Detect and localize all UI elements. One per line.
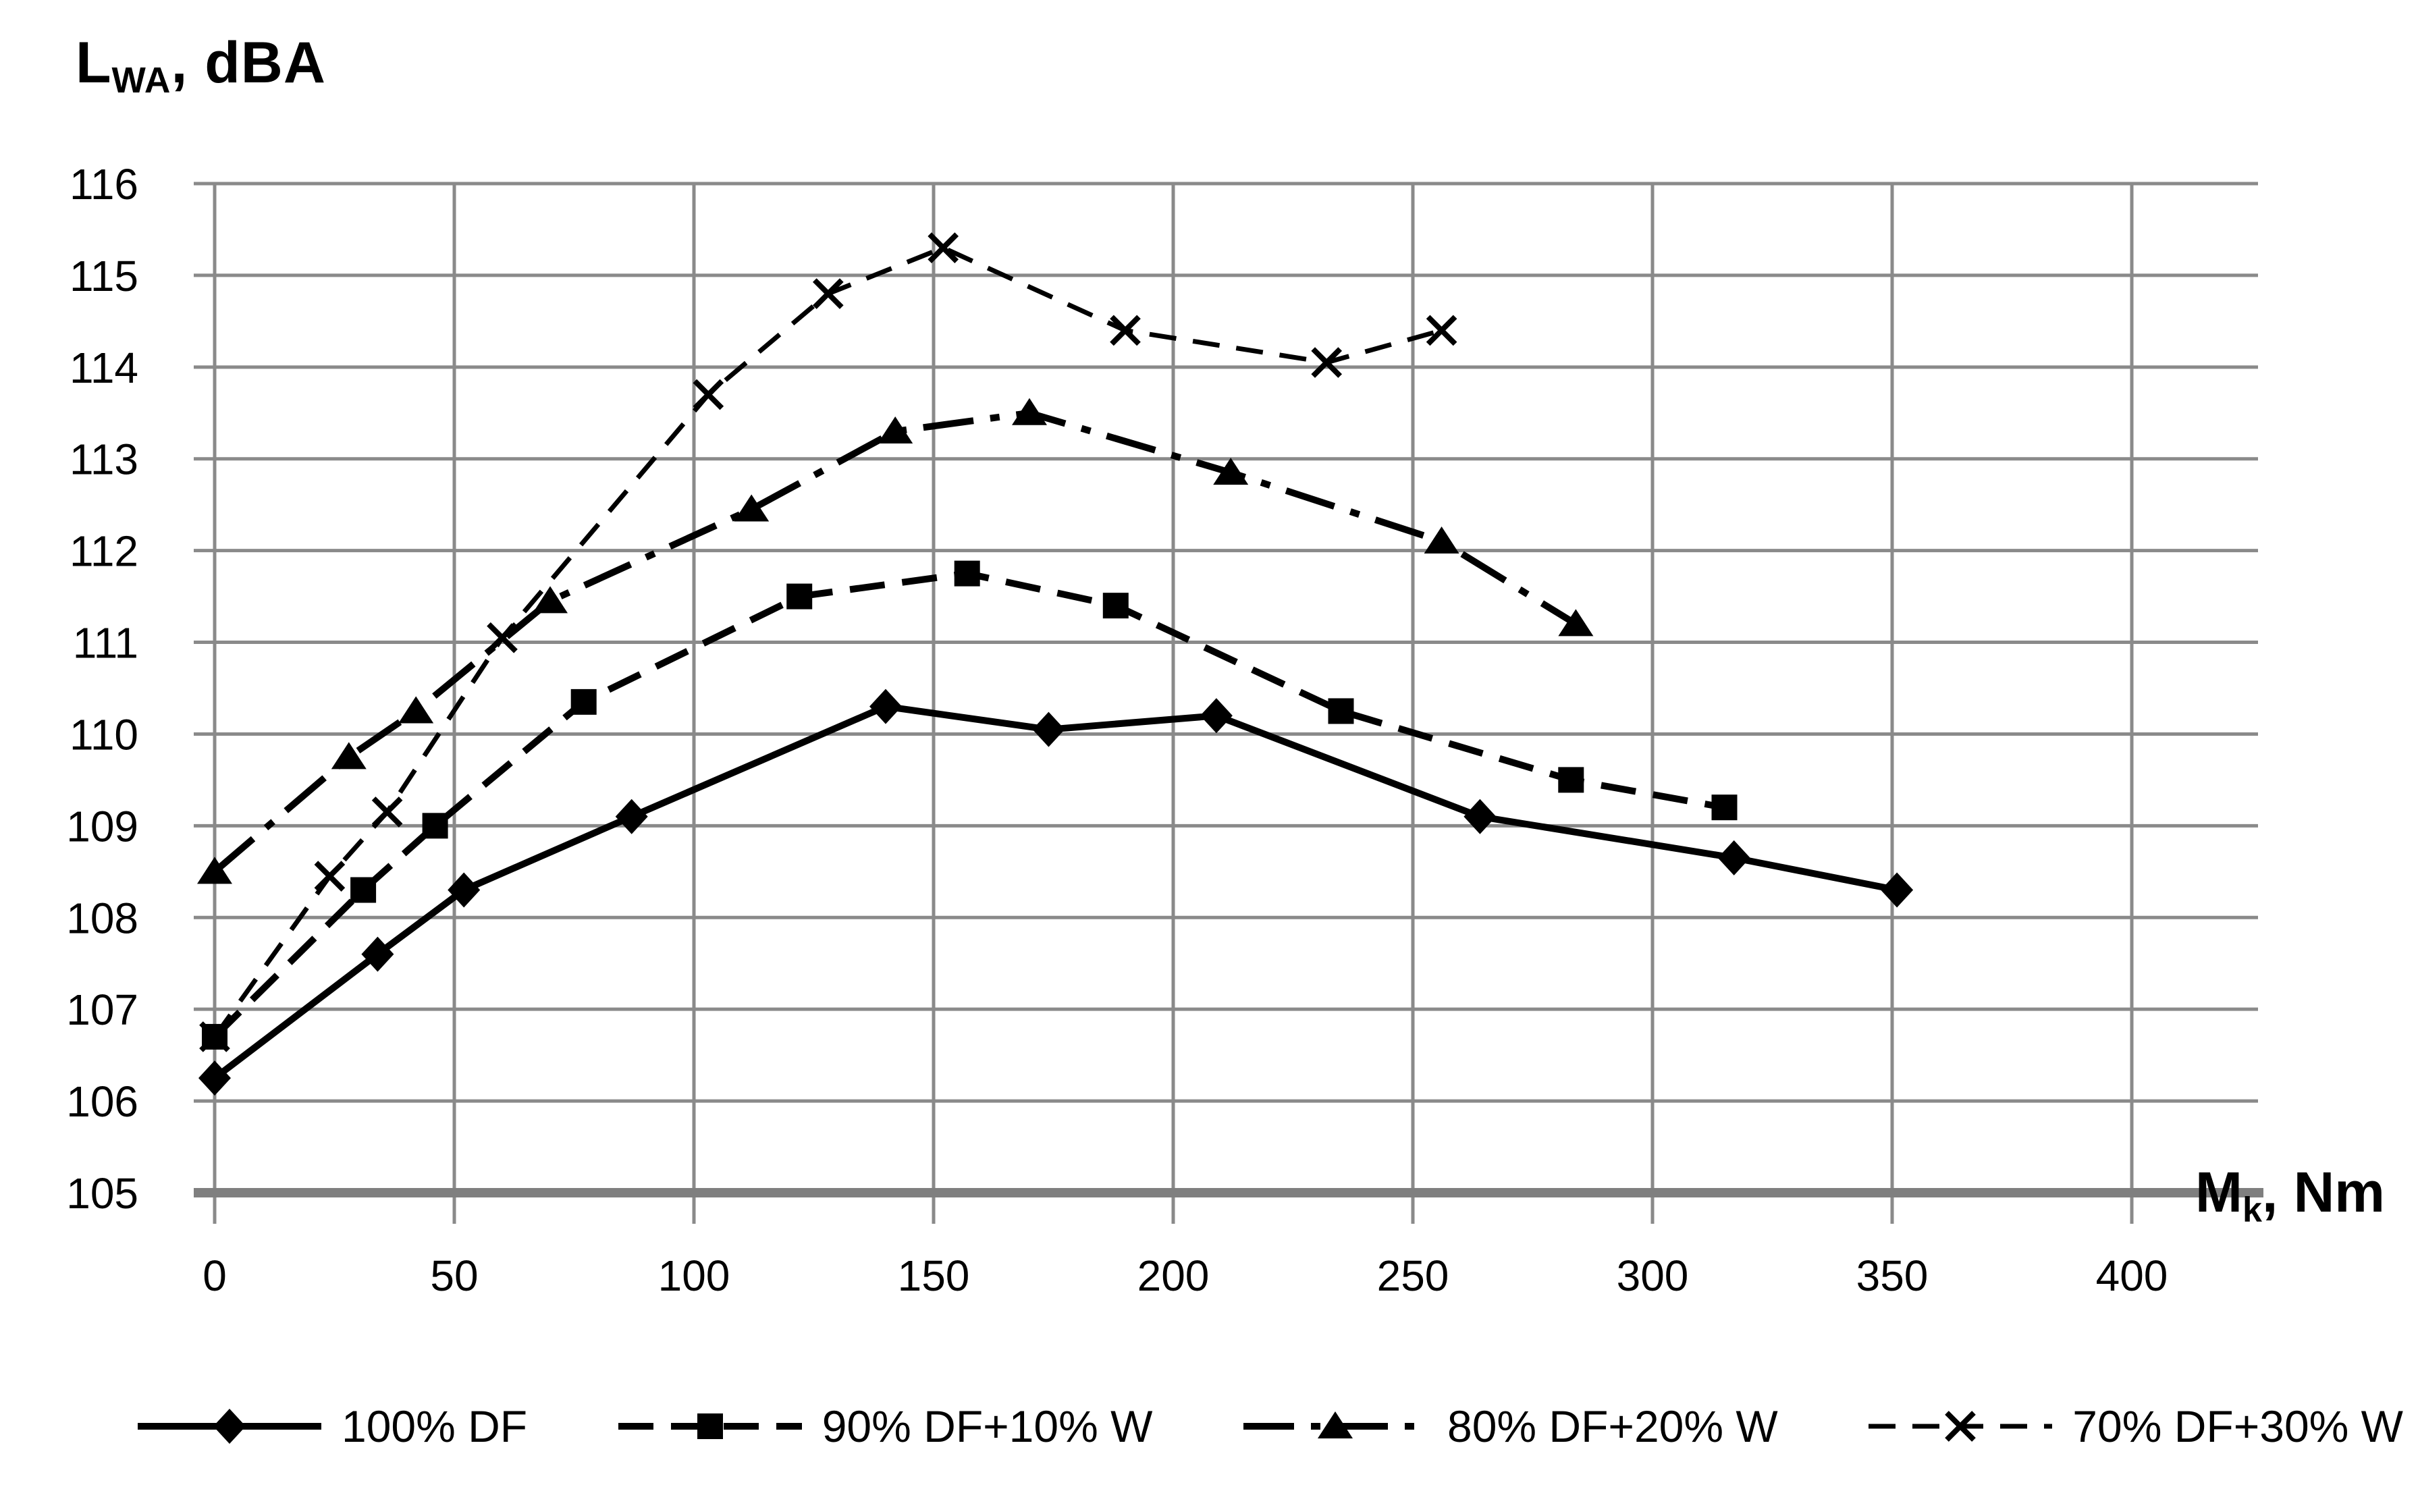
data-point-diamond [1463, 799, 1497, 834]
data-point-diamond [1200, 698, 1233, 734]
data-point-diamond [198, 1060, 231, 1096]
data-point-square [954, 560, 980, 587]
data-point-x [1311, 347, 1343, 378]
data-point-square [786, 583, 813, 610]
y-tick-label: 111 [73, 619, 138, 668]
data-point-square [1711, 794, 1738, 821]
chart-title-main: L [76, 30, 112, 95]
data-point-triangle [1424, 526, 1459, 554]
data-point-diamond [361, 936, 394, 972]
x-tick-label: 300 [1617, 1251, 1689, 1300]
y-tick-label: 109 [66, 802, 138, 850]
legend-sample-diamond-line [138, 1409, 321, 1444]
data-point-diamond [1717, 840, 1750, 875]
data-point-triangle [734, 494, 770, 522]
data-point-triangle [1213, 458, 1249, 485]
x-axis-title-subscript: k [2242, 1190, 2262, 1230]
series-80-df-20-w [197, 398, 1594, 884]
data-point-x [693, 379, 724, 410]
y-tick-label: 106 [66, 1077, 138, 1126]
data-point-diamond [615, 799, 648, 834]
data-point-square [422, 813, 448, 839]
legend-item-70-df-30-w: 70% DF+30% W [1866, 1396, 2403, 1457]
series-100-df [198, 688, 1914, 1096]
y-tick-label: 115 [70, 252, 138, 300]
x-axis-title-main: M [2195, 1160, 2242, 1224]
x-tick-label: 0 [203, 1251, 227, 1300]
y-tick-label: 112 [70, 527, 138, 576]
series-90-df-10-w [202, 560, 1738, 1050]
data-point-x [812, 278, 844, 309]
legend-item-100-df: 100% DF [135, 1396, 527, 1457]
data-point-x [1426, 315, 1457, 346]
legend-label: 100% DF [342, 1401, 528, 1451]
data-point-x [1945, 1411, 1977, 1442]
data-point-triangle [1318, 1411, 1353, 1438]
y-tick-label: 113 [70, 435, 138, 484]
y-tick-label: 105 [66, 1169, 138, 1218]
y-tick-label: 110 [70, 710, 138, 759]
y-tick-label: 107 [66, 986, 138, 1034]
x-tick-label: 100 [658, 1251, 730, 1300]
data-point-diamond [1032, 711, 1065, 747]
data-point-triangle [1012, 398, 1047, 425]
x-axis-title-rest: , Nm [2261, 1160, 2385, 1224]
data-point-triangle [197, 857, 232, 884]
y-tick-label: 114 [70, 344, 138, 392]
data-point-triangle [331, 742, 367, 770]
data-point-x [928, 232, 959, 263]
x-tick-label: 400 [2096, 1251, 2168, 1300]
legend-sample-square-line [618, 1413, 802, 1439]
chart-title-subscript: WA [111, 60, 171, 101]
legend-label: 70% DF+30% W [2072, 1401, 2403, 1451]
data-point-square [697, 1413, 723, 1439]
legend-item-80-df-20-w: 80% DF+20% W [1241, 1396, 1778, 1457]
legend-label: 80% DF+20% W [1447, 1401, 1778, 1451]
legend-sample-triangle-line [1243, 1411, 1427, 1438]
x-tick-label: 250 [1377, 1251, 1449, 1300]
data-point-diamond [448, 872, 481, 908]
data-point-x [1110, 315, 1141, 346]
data-point-diamond [1881, 872, 1914, 908]
legend: 100% DF 90% DF+10% W 80% DF+20% W 70% DF+30… [135, 1382, 2403, 1470]
data-point-triangle [398, 696, 434, 724]
series-line [212, 570, 1725, 1040]
x-axis-title: Mk, Nm [2195, 1160, 2385, 1231]
x-tick-label: 350 [1856, 1251, 1929, 1300]
data-point-square [1102, 593, 1129, 619]
data-point-x [487, 622, 518, 653]
data-point-diamond [869, 688, 902, 724]
data-point-square [350, 877, 377, 903]
x-tick-label: 200 [1137, 1251, 1210, 1300]
data-point-x [371, 796, 403, 828]
data-point-square [570, 688, 597, 715]
data-point-square [1558, 767, 1584, 793]
x-tick-label: 150 [898, 1251, 970, 1300]
legend-item-90-df-10-w: 90% DF+10% W [616, 1396, 1153, 1457]
y-tick-label: 108 [66, 894, 138, 942]
data-point-triangle [1558, 609, 1594, 637]
chart-title: LWA, dBA [76, 30, 326, 101]
series-line [212, 409, 1578, 875]
legend-sample-x-line [1869, 1411, 2053, 1442]
data-point-square [1328, 698, 1354, 724]
series-line [212, 703, 1898, 1081]
data-point-triangle [878, 416, 913, 443]
legend-label: 90% DF+10% W [822, 1401, 1153, 1451]
series-line [213, 245, 1443, 1039]
data-point-x [199, 1021, 230, 1052]
y-tick-label: 116 [70, 160, 138, 209]
data-point-diamond [213, 1409, 246, 1444]
chart-title-rest: , dBA [171, 30, 326, 95]
data-point-triangle [533, 586, 568, 614]
x-tick-label: 50 [430, 1251, 478, 1300]
data-point-x [314, 861, 346, 892]
series-70-df-30-w [199, 232, 1457, 1052]
